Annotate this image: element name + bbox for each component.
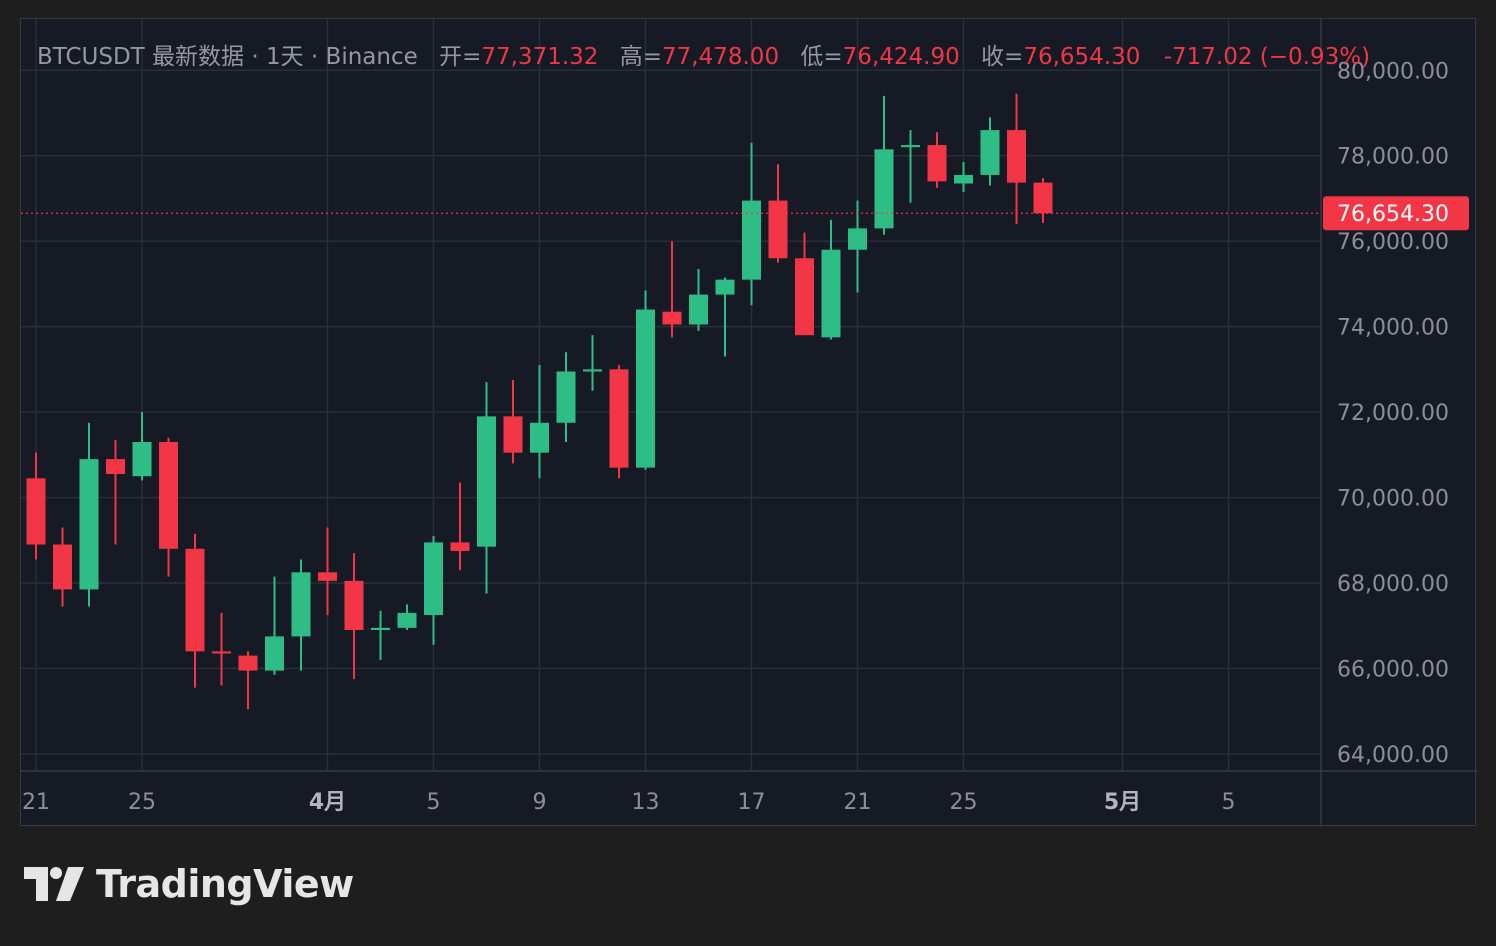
candle-body	[1007, 130, 1026, 183]
tradingview-logo[interactable]: TradingView	[24, 862, 354, 906]
candle-body	[344, 580, 364, 630]
chart-frame[interactable]: 80,000.00 78,000.00 76,000.00 74,000.00 72,0…	[20, 18, 1477, 827]
candle-body	[821, 249, 841, 338]
price-tick-label: 80,000.00	[1337, 59, 1449, 84]
price-tick-label: 64,000.00	[1337, 743, 1449, 768]
legend-change-value: -717.02 (−0.93%)	[1163, 44, 1371, 70]
time-tick-label: 25	[950, 790, 978, 815]
grid	[21, 19, 1477, 827]
time-tick-label: 25	[128, 790, 156, 815]
candle-body	[927, 145, 947, 182]
candle-body	[318, 572, 337, 581]
price-tick-label: 66,000.00	[1337, 657, 1449, 682]
candle-body	[291, 572, 311, 637]
candle-body	[874, 149, 894, 229]
legend-symbol: BTCUSDT 最新数据 · 1天 · Binance	[37, 44, 418, 70]
candle-body	[662, 311, 682, 325]
candle-body	[742, 200, 761, 280]
price-tick-label: 68,000.00	[1337, 572, 1449, 597]
candle-body	[530, 422, 549, 453]
candle-body	[689, 294, 708, 325]
price-tick-label: 76,000.00	[1337, 230, 1449, 255]
legend-open-value: 77,371.32	[481, 44, 599, 70]
legend-low-label: 低=	[800, 44, 843, 70]
price-tick-label: 74,000.00	[1337, 316, 1449, 341]
time-tick-label: 5	[1222, 790, 1236, 815]
ohlc-legend: BTCUSDT 最新数据 · 1天 · Binance 开=77,371.32 …	[37, 37, 1370, 71]
candle-body	[583, 369, 602, 372]
candle-body	[397, 612, 417, 628]
candle-body	[636, 309, 655, 468]
time-tick-label: 5	[427, 790, 441, 815]
candle-body	[265, 636, 284, 671]
time-tick-label: 4月	[309, 790, 346, 815]
legend-close-label: 收=	[981, 44, 1024, 70]
time-tick-label: 17	[738, 790, 766, 815]
last-price-label: 76,654.30	[1337, 202, 1449, 227]
candle-body	[106, 459, 125, 475]
time-tick-label: 21	[844, 790, 872, 815]
candle-body	[132, 442, 152, 477]
time-axis[interactable]: 21 25 4月 5 9 13 17 21 25 5月 5	[22, 790, 1236, 815]
candle-body	[450, 542, 470, 551]
tradingview-wordmark: TradingView	[96, 862, 354, 906]
time-tick-label: 13	[632, 790, 660, 815]
price-tick-label: 72,000.00	[1337, 401, 1449, 426]
price-tick-label: 78,000.00	[1337, 145, 1449, 170]
candle-body	[901, 145, 920, 148]
candle-body	[159, 442, 178, 549]
price-axis[interactable]: 80,000.00 78,000.00 76,000.00 74,000.00 72,0…	[1323, 59, 1469, 768]
candle-body	[609, 369, 629, 468]
last-price-badge	[1323, 196, 1469, 231]
legend-open-label: 开=	[439, 44, 482, 70]
candle-body	[477, 416, 496, 547]
candle-body	[848, 228, 867, 250]
time-tick-label: 9	[533, 790, 547, 815]
candle-body	[79, 459, 99, 590]
candle-body	[768, 200, 788, 259]
candle-body	[980, 130, 1000, 175]
time-tick-label: 5月	[1104, 790, 1141, 815]
tradingview-logo-icon	[24, 867, 84, 901]
legend-low-value: 76,424.90	[842, 44, 960, 70]
candle-body	[954, 174, 973, 184]
candle-body	[212, 651, 231, 654]
candle-body	[26, 478, 46, 545]
legend-high-value: 77,478.00	[662, 44, 780, 70]
candle-body	[371, 627, 390, 630]
candle-body	[424, 542, 443, 616]
candlestick-chart[interactable]: 80,000.00 78,000.00 76,000.00 74,000.00 72,0…	[21, 19, 1477, 827]
candle-body	[238, 655, 258, 671]
time-tick-label: 21	[22, 790, 50, 815]
candle-body	[1033, 182, 1053, 214]
candle-body	[53, 544, 72, 590]
candle-body	[795, 258, 814, 336]
candle-body	[715, 279, 735, 295]
legend-close-value: 76,654.30	[1023, 44, 1141, 70]
candles	[26, 93, 1053, 710]
legend-high-label: 高=	[619, 44, 663, 70]
candle-body	[556, 371, 576, 423]
candle-body	[185, 548, 205, 652]
price-tick-label: 70,000.00	[1337, 487, 1449, 512]
candle-body	[503, 416, 523, 453]
